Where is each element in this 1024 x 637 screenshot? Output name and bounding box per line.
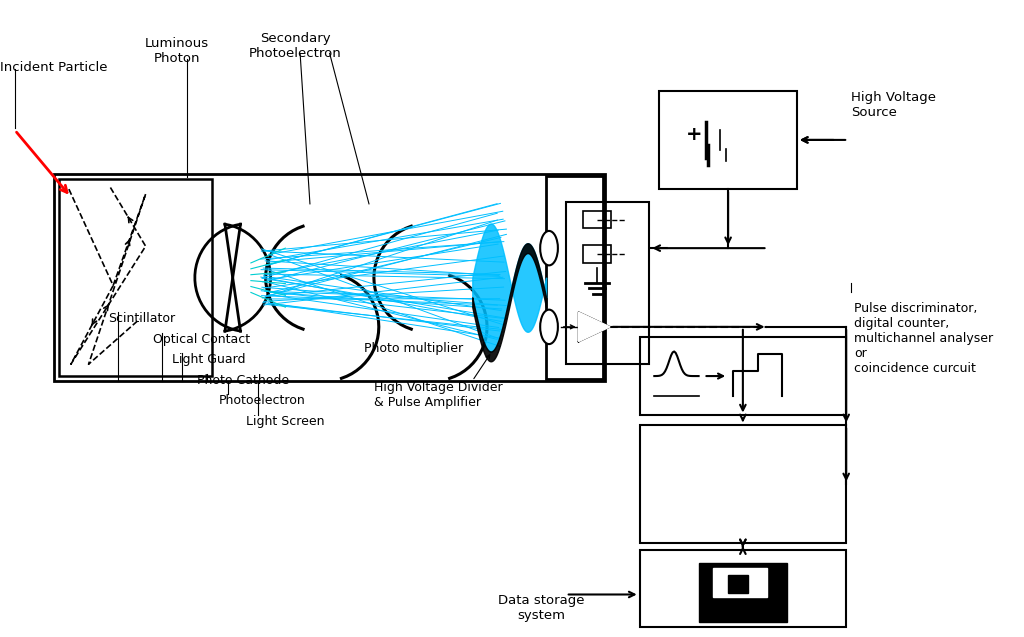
Bar (640, 337, 846, 415)
Text: Pulse discriminator,
digital counter,
multichannel analyser
or
coincidence curcu: Pulse discriminator, digital counter, mu… (854, 303, 993, 375)
Text: Secondary
Photoelectron: Secondary Photoelectron (249, 32, 342, 60)
Text: Luminous
Photon: Luminous Photon (145, 36, 209, 64)
Text: +: + (685, 125, 701, 145)
Bar (584, 245, 611, 263)
Ellipse shape (541, 310, 558, 344)
Bar (728, 575, 748, 592)
Bar (640, 426, 846, 543)
Text: High Voltage Divider
& Pulse Amplifier: High Voltage Divider & Pulse Amplifier (374, 381, 503, 409)
Text: Scintillator: Scintillator (109, 312, 175, 325)
Bar (698, 563, 787, 622)
Bar (566, 202, 649, 364)
Bar (640, 550, 846, 627)
Text: Photo multiplier: Photo multiplier (365, 341, 463, 355)
Text: High Voltage
Source: High Voltage Source (851, 92, 936, 120)
Text: Photo Cathode: Photo Cathode (197, 374, 289, 387)
Bar (54, 175, 605, 381)
Bar (659, 90, 797, 189)
Ellipse shape (541, 231, 558, 266)
Text: Data storage
system: Data storage system (498, 594, 585, 622)
Text: Light Screen: Light Screen (246, 415, 325, 429)
Polygon shape (579, 312, 610, 341)
Text: Light Guard: Light Guard (172, 354, 246, 366)
Bar (584, 211, 611, 229)
Text: Photoelectron: Photoelectron (218, 394, 305, 407)
Text: Incident Particle: Incident Particle (0, 61, 108, 74)
Bar (714, 568, 767, 598)
Bar (546, 176, 603, 379)
Bar (59, 179, 212, 376)
Text: Optical Contact: Optical Contact (153, 333, 250, 346)
